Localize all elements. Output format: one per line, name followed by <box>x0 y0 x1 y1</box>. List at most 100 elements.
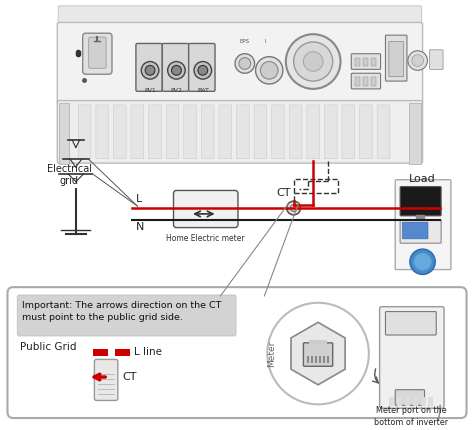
Circle shape <box>194 61 211 79</box>
Circle shape <box>145 65 155 75</box>
Bar <box>115 349 129 356</box>
FancyBboxPatch shape <box>254 105 267 159</box>
FancyBboxPatch shape <box>201 105 214 159</box>
Text: EPS: EPS <box>240 39 250 44</box>
Bar <box>413 396 418 406</box>
FancyBboxPatch shape <box>429 50 443 69</box>
FancyBboxPatch shape <box>289 105 302 159</box>
Circle shape <box>235 54 255 73</box>
FancyBboxPatch shape <box>162 43 189 91</box>
Circle shape <box>414 253 431 270</box>
FancyBboxPatch shape <box>57 22 423 104</box>
FancyBboxPatch shape <box>219 105 232 159</box>
Circle shape <box>287 201 301 215</box>
FancyBboxPatch shape <box>131 105 144 159</box>
FancyBboxPatch shape <box>272 105 284 159</box>
FancyBboxPatch shape <box>82 33 112 74</box>
FancyBboxPatch shape <box>189 43 215 91</box>
Circle shape <box>260 61 278 79</box>
FancyBboxPatch shape <box>324 105 337 159</box>
Bar <box>397 396 402 406</box>
FancyBboxPatch shape <box>385 312 436 335</box>
Circle shape <box>294 42 333 81</box>
Bar <box>355 58 360 66</box>
Bar <box>371 77 376 86</box>
FancyBboxPatch shape <box>59 102 69 164</box>
FancyBboxPatch shape <box>303 343 333 366</box>
Bar <box>294 179 337 194</box>
Text: Load: Load <box>409 174 436 184</box>
Bar <box>410 221 429 224</box>
Circle shape <box>141 61 159 79</box>
FancyBboxPatch shape <box>89 37 106 68</box>
Text: Meter port on the
bottom of inverter: Meter port on the bottom of inverter <box>374 406 448 427</box>
Circle shape <box>410 249 435 274</box>
Circle shape <box>303 52 323 71</box>
Bar <box>371 58 376 66</box>
FancyBboxPatch shape <box>96 105 109 159</box>
Text: l: l <box>264 39 266 44</box>
Text: Public Grid: Public Grid <box>20 342 77 352</box>
FancyBboxPatch shape <box>389 42 403 77</box>
FancyBboxPatch shape <box>395 390 425 405</box>
FancyBboxPatch shape <box>385 35 407 81</box>
FancyBboxPatch shape <box>184 105 196 159</box>
FancyBboxPatch shape <box>400 187 441 216</box>
Bar <box>428 396 433 406</box>
Circle shape <box>198 65 208 75</box>
Text: PV1: PV1 <box>144 88 156 93</box>
FancyBboxPatch shape <box>351 54 381 69</box>
FancyBboxPatch shape <box>380 307 444 408</box>
Circle shape <box>290 205 297 212</box>
Circle shape <box>239 58 251 69</box>
FancyBboxPatch shape <box>149 105 161 159</box>
FancyBboxPatch shape <box>58 6 421 25</box>
Bar <box>327 356 329 363</box>
FancyBboxPatch shape <box>409 102 420 164</box>
Text: CT: CT <box>123 372 137 382</box>
Bar <box>363 58 368 66</box>
Bar <box>315 356 317 363</box>
Bar <box>93 349 108 356</box>
Bar <box>405 396 410 406</box>
Text: L: L <box>136 194 142 204</box>
FancyBboxPatch shape <box>166 105 179 159</box>
Bar <box>389 396 394 406</box>
FancyBboxPatch shape <box>360 105 372 159</box>
FancyBboxPatch shape <box>237 105 249 159</box>
Circle shape <box>172 65 182 75</box>
Bar <box>309 340 327 344</box>
FancyBboxPatch shape <box>57 101 423 163</box>
Circle shape <box>168 61 185 79</box>
Text: Meter: Meter <box>267 341 276 367</box>
Bar <box>363 77 368 86</box>
Circle shape <box>267 303 369 404</box>
Bar <box>319 356 321 363</box>
Text: CT: CT <box>276 188 291 198</box>
Circle shape <box>412 55 424 66</box>
FancyBboxPatch shape <box>377 105 390 159</box>
FancyBboxPatch shape <box>136 43 162 91</box>
FancyBboxPatch shape <box>342 105 355 159</box>
FancyBboxPatch shape <box>78 105 91 159</box>
Text: Home Electric meter: Home Electric meter <box>166 234 245 243</box>
FancyBboxPatch shape <box>94 359 118 400</box>
Text: Important: The arrows direction on the CT
must point to the public grid side.: Important: The arrows direction on the C… <box>22 301 221 322</box>
FancyBboxPatch shape <box>8 287 466 418</box>
Circle shape <box>255 57 283 84</box>
Bar <box>307 356 309 363</box>
Circle shape <box>408 51 428 71</box>
Bar <box>323 356 325 363</box>
Text: N: N <box>136 222 144 232</box>
FancyBboxPatch shape <box>395 180 451 270</box>
Bar <box>420 396 426 406</box>
FancyBboxPatch shape <box>113 105 126 159</box>
FancyBboxPatch shape <box>351 73 381 89</box>
FancyBboxPatch shape <box>400 220 441 243</box>
Text: BAT: BAT <box>197 88 209 93</box>
Text: PV2: PV2 <box>171 88 182 93</box>
Bar <box>355 77 360 86</box>
Circle shape <box>286 34 340 89</box>
FancyBboxPatch shape <box>17 295 236 336</box>
FancyBboxPatch shape <box>173 190 238 227</box>
